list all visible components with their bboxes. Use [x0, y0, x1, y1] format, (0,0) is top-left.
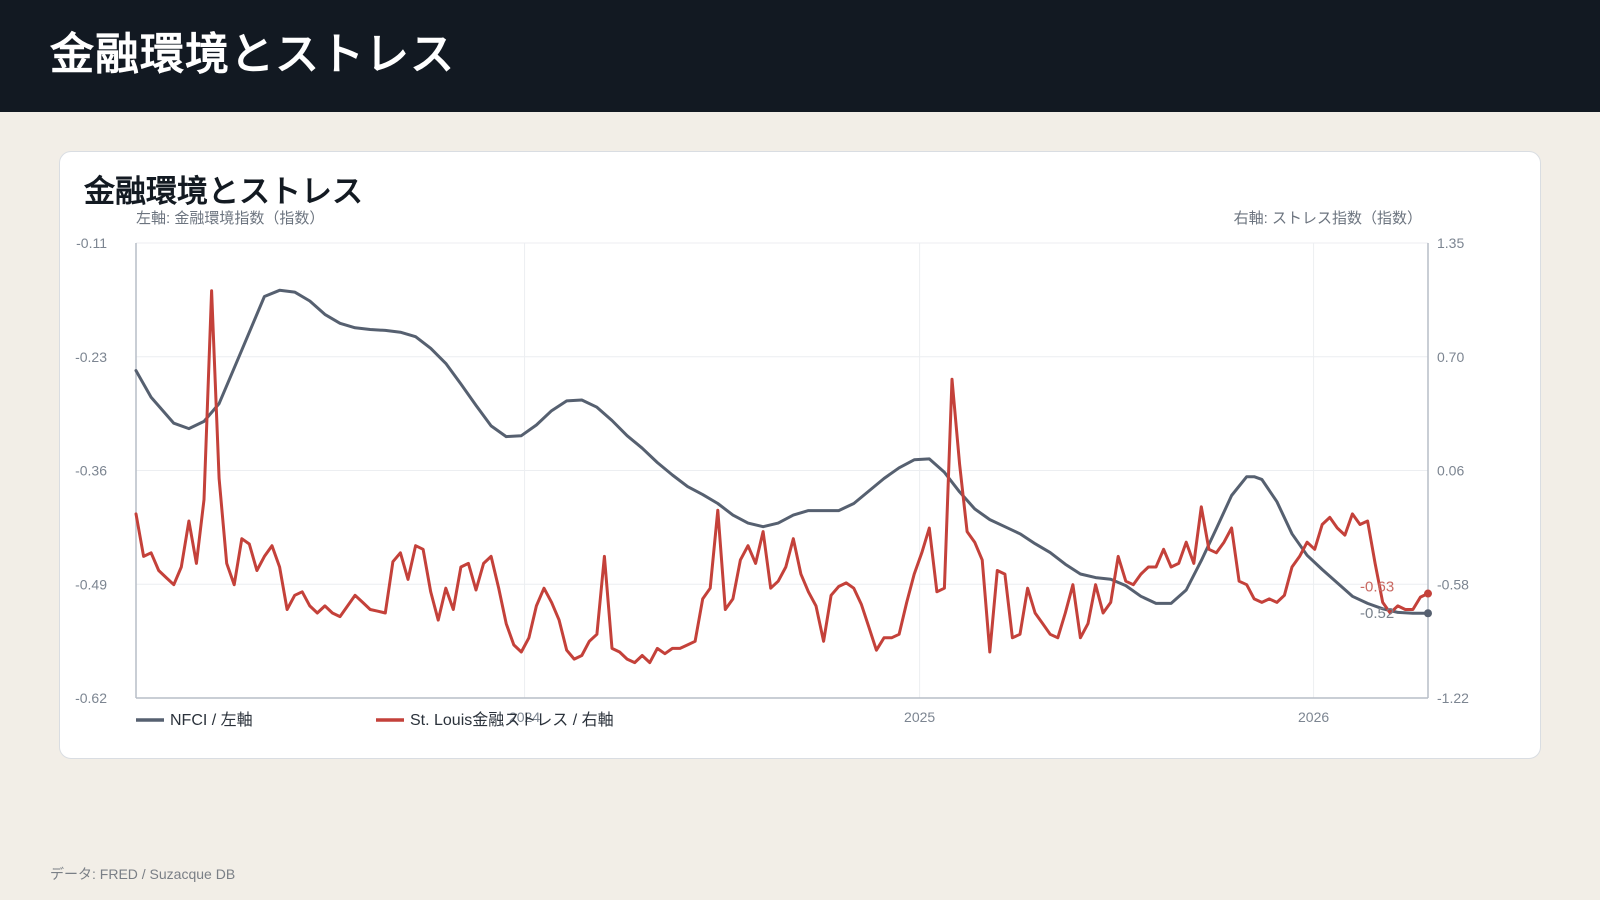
- chart-title: 金融環境とストレス: [84, 174, 363, 210]
- data-source-footer: データ: FRED / Suzacque DB: [50, 866, 236, 882]
- x-axis-tick-label: 2024: [509, 709, 540, 725]
- x-axis-tick-label: 2026: [1298, 709, 1329, 725]
- left-axis-tick-label: -0.23: [75, 349, 107, 365]
- right-axis-tick-label: -0.58: [1437, 576, 1469, 592]
- series-end-marker-nfci: [1424, 609, 1432, 618]
- series-end-label-nfci: -0.52: [1360, 605, 1394, 622]
- chart-svg: -0.11 -0.23 -0.36 -0.49 -0.62 1.35 0.70 0.06 -0.…: [75, 209, 1469, 729]
- page-title: 金融環境とストレス: [50, 29, 455, 80]
- left-axis-tick-label: -0.36: [75, 463, 107, 479]
- right-axis-tick-label: 1.35: [1437, 235, 1464, 251]
- header-bar: 金融環境とストレス: [0, 0, 1600, 112]
- left-axis-tick-label: -0.49: [75, 576, 107, 592]
- legend-label-stress: St. Louis金融ストレス / 右軸: [410, 711, 614, 729]
- left-axis-label: 左軸: 金融環境指数（指数）: [136, 209, 324, 227]
- right-axis-tick-label: 0.06: [1437, 463, 1464, 479]
- right-axis-label: 右軸: ストレス指数（指数）: [1234, 210, 1422, 227]
- chart-card: 金融環境とストレス -0.11 -0.23 -0.36 -0.49 -0.62 1.35 0…: [59, 151, 1541, 759]
- series-line-nfci: [134, 288, 1430, 615]
- series-line-stress: [134, 289, 1430, 665]
- series-end-marker-stress: [1424, 589, 1432, 598]
- right-axis-tick-label: -1.22: [1437, 690, 1469, 706]
- series-end-label-stress: -0.63: [1360, 579, 1394, 596]
- right-axis-tick-label: 0.70: [1437, 349, 1464, 365]
- left-axis-tick-label: -0.11: [76, 235, 107, 251]
- legend-label-nfci: NFCI / 左軸: [170, 711, 253, 729]
- x-axis-tick-label: 2025: [904, 709, 935, 725]
- left-axis-tick-label: -0.62: [75, 690, 107, 706]
